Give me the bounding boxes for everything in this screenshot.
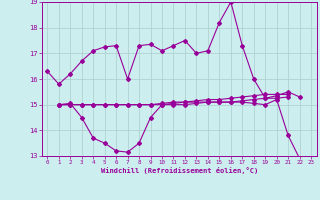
X-axis label: Windchill (Refroidissement éolien,°C): Windchill (Refroidissement éolien,°C) xyxy=(100,167,258,174)
